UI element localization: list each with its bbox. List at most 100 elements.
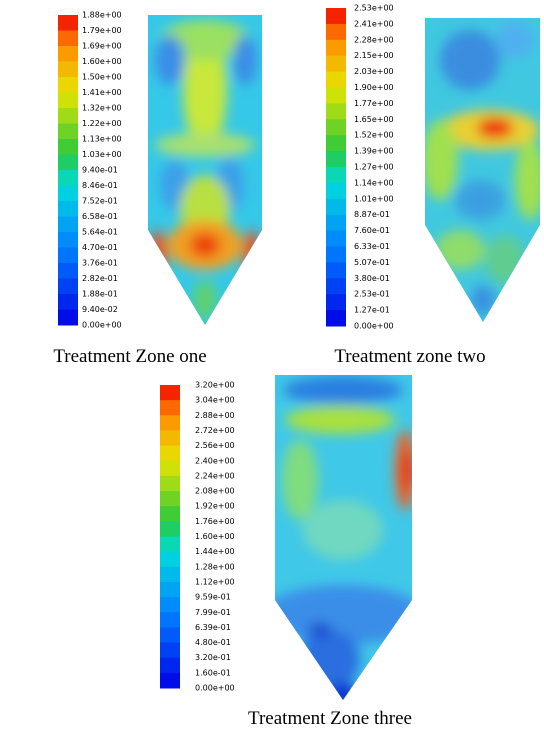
field-blob [403, 450, 413, 490]
colorbar-label: 1.88e-01 [82, 290, 118, 299]
colorbar-swatch [58, 201, 78, 217]
colorbar-label: 1.03e+00 [82, 150, 122, 159]
colorbar-label: 1.60e+00 [195, 532, 235, 541]
colorbar-label: 2.88e+00 [195, 411, 235, 420]
colorbar-swatch [326, 231, 346, 247]
field-blob [150, 230, 166, 280]
field-blob [155, 133, 255, 157]
colorbar-label: 6.39e-01 [195, 623, 231, 632]
field-blob [155, 35, 185, 85]
field-blob [233, 35, 257, 85]
field-blob [328, 683, 358, 707]
colorbar-swatch [58, 77, 78, 93]
colorbar-swatch [58, 232, 78, 248]
colorbar-swatch [326, 24, 346, 40]
colorbar-label: 1.28e+00 [195, 562, 235, 571]
colorbar-swatch [58, 248, 78, 264]
colorbar-label: 3.20e+00 [195, 381, 235, 390]
contour-field [422, 18, 544, 322]
colorbar-swatch [326, 40, 346, 56]
colorbar-swatch [58, 279, 78, 295]
colorbar-swatch [58, 93, 78, 109]
colorbar-label: 9.40e-01 [82, 166, 118, 175]
field-blob [285, 406, 395, 434]
colorbar-label: 1.01e+00 [354, 194, 394, 203]
colorbar-label: 2.03e+00 [354, 67, 394, 76]
colorbar-swatch [326, 56, 346, 72]
colorbar-swatch [326, 215, 346, 231]
colorbar-swatch [58, 108, 78, 124]
colorbar-label: 1.65e+00 [354, 115, 394, 124]
colorbar-label: 1.76e+00 [195, 517, 235, 526]
field-blob [435, 230, 485, 270]
colorbar-swatch [160, 521, 180, 537]
colorbar-label: 8.87e-01 [354, 210, 390, 219]
colorbar-label: 2.53e-01 [354, 290, 390, 299]
colorbar-swatch [326, 151, 346, 167]
colorbar-label: 2.56e+00 [195, 441, 235, 450]
colorbar-label: 2.15e+00 [354, 51, 394, 60]
colorbar-label: 2.53e+00 [354, 4, 394, 13]
colorbar-swatch [160, 552, 180, 568]
colorbar-swatch [326, 183, 346, 199]
colorbar-label: 2.40e+00 [195, 456, 235, 465]
caption: Treatment Zone one [53, 346, 206, 367]
colorbar-label: 1.50e+00 [82, 73, 122, 82]
colorbar-label: 4.80e-01 [195, 638, 231, 647]
field-blob [308, 622, 332, 638]
colorbar-label: 4.70e-01 [82, 243, 118, 252]
colorbar-label: 2.82e-01 [82, 274, 118, 283]
colorbar-label: 3.20e-01 [195, 653, 231, 662]
colorbar-swatch [160, 627, 180, 643]
figure: Treatment Zone one Treatment zone two Tr… [0, 0, 544, 733]
colorbar-swatch [58, 46, 78, 62]
field-blob [515, 140, 544, 220]
field-blob [282, 440, 318, 520]
colorbar-label: 1.52e+00 [354, 131, 394, 140]
colorbar-label: 3.04e+00 [195, 396, 235, 405]
colorbar-label: 2.24e+00 [195, 471, 235, 480]
colorbar-label: 8.46e-01 [82, 181, 118, 190]
colorbar-label: 1.32e+00 [82, 104, 122, 113]
colorbar-swatch [58, 186, 78, 202]
colorbar-label: 1.44e+00 [195, 547, 235, 556]
colorbar-label: 1.77e+00 [354, 99, 394, 108]
colorbar-label: 2.08e+00 [195, 487, 235, 496]
colorbar-label: 1.14e+00 [354, 178, 394, 187]
field-blob [471, 285, 495, 315]
colorbar-swatch [160, 537, 180, 553]
contour-field [263, 375, 423, 707]
colorbar-swatch [160, 400, 180, 416]
colorbar-swatch [326, 247, 346, 263]
colorbar-swatch [160, 491, 180, 507]
field-blob [422, 120, 458, 200]
colorbar-swatch [326, 8, 346, 24]
colorbar-label: 6.58e-01 [82, 212, 118, 221]
field-blob [485, 235, 525, 285]
colorbar-swatch [326, 294, 346, 310]
caption: Treatment zone two [334, 346, 485, 367]
colorbar-swatch [160, 597, 180, 613]
colorbar-label: 1.27e+00 [354, 163, 394, 172]
colorbar-swatch [160, 582, 180, 598]
colorbar-swatch [58, 263, 78, 279]
colorbar-swatch [326, 103, 346, 119]
colorbar-label: 1.92e+00 [195, 502, 235, 511]
colorbar-swatch [58, 310, 78, 326]
colorbar-swatch [160, 476, 180, 492]
colorbar-swatch [160, 446, 180, 462]
caption: Treatment Zone three [248, 708, 412, 729]
colorbar-label: 1.60e-01 [195, 668, 231, 677]
colorbar-label: 1.27e-01 [354, 306, 390, 315]
colorbar-label: 1.69e+00 [82, 42, 122, 51]
colorbar-swatch [58, 62, 78, 78]
colorbar-label: 1.90e+00 [354, 83, 394, 92]
colorbar-label: 6.33e-01 [354, 242, 390, 251]
colorbar-label: 5.07e-01 [354, 258, 390, 267]
colorbar-label: 5.64e-01 [82, 228, 118, 237]
colorbar-label: 1.79e+00 [82, 26, 122, 35]
colorbar-swatch [160, 430, 180, 446]
colorbar-swatch [58, 15, 78, 31]
colorbar-label: 0.00e+00 [195, 684, 235, 693]
colorbar-label: 0.00e+00 [82, 321, 122, 330]
